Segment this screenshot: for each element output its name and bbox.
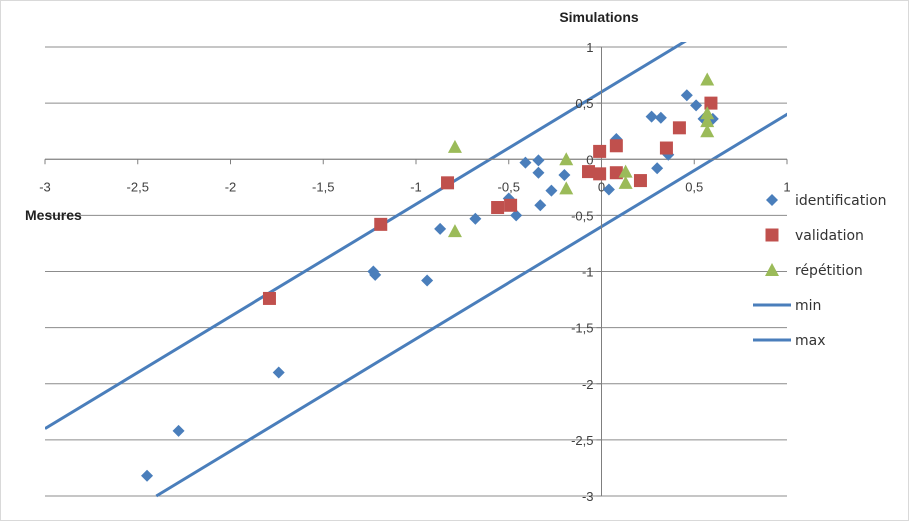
y-tick-label: -1,5 bbox=[571, 321, 593, 336]
x-tick-label: 1 bbox=[783, 179, 790, 194]
point-identification bbox=[469, 212, 482, 225]
point-identification bbox=[369, 268, 382, 281]
legend-label-validation: validation bbox=[795, 228, 864, 244]
point-identification bbox=[421, 274, 434, 287]
point-r-p-tition bbox=[700, 72, 715, 86]
x-tick-label: -2 bbox=[225, 179, 237, 194]
x-tick-label: -1,5 bbox=[312, 179, 334, 194]
axes bbox=[44, 46, 788, 497]
y-tick-label: 0 bbox=[586, 152, 593, 167]
x-tick-label: 0,5 bbox=[685, 179, 703, 194]
point-identification bbox=[602, 183, 615, 196]
point-identification bbox=[690, 99, 703, 112]
point-identification bbox=[645, 110, 658, 123]
point-identification bbox=[172, 424, 185, 437]
legend: identification validation répétition min max bbox=[753, 193, 887, 349]
point-r-p-tition bbox=[447, 139, 462, 153]
line-max bbox=[155, 112, 787, 498]
point-r-p-tition bbox=[559, 181, 574, 195]
point-validation bbox=[593, 144, 607, 158]
point-r-p-tition bbox=[447, 224, 462, 238]
data-points bbox=[141, 72, 719, 482]
point-r-p-tition bbox=[618, 164, 633, 178]
y-tick-label: -1 bbox=[582, 265, 594, 280]
point-identification bbox=[532, 154, 545, 167]
x-tick-label: -1 bbox=[410, 179, 422, 194]
point-r-p-tition bbox=[700, 114, 715, 128]
legend-marker-r-p-tition bbox=[765, 263, 779, 276]
point-identification bbox=[654, 111, 667, 124]
point-r-p-tition bbox=[559, 152, 574, 166]
point-identification bbox=[272, 366, 285, 379]
point-identification bbox=[545, 184, 558, 197]
point-validation bbox=[593, 167, 607, 181]
point-validation bbox=[659, 141, 673, 155]
point-identification bbox=[558, 168, 571, 181]
point-validation bbox=[609, 139, 623, 153]
point-validation bbox=[672, 121, 686, 135]
point-r-p-tition bbox=[700, 124, 715, 138]
legend-label-identification: identification bbox=[795, 193, 887, 209]
point-identification bbox=[534, 199, 547, 212]
x-tick-label: -0,5 bbox=[498, 179, 520, 194]
y-tick-label: -3 bbox=[582, 489, 594, 504]
x-tick-label: -2,5 bbox=[127, 179, 149, 194]
legend-marker-identification bbox=[766, 194, 778, 206]
point-r-p-tition bbox=[618, 175, 633, 189]
point-identification bbox=[510, 209, 523, 222]
legend-marker-validation bbox=[765, 228, 779, 242]
point-validation bbox=[491, 201, 505, 215]
point-identification bbox=[519, 156, 532, 169]
point-validation bbox=[704, 96, 718, 110]
point-identification bbox=[680, 89, 693, 102]
point-identification bbox=[651, 162, 664, 175]
legend-label-max: max bbox=[795, 333, 826, 349]
point-r-p-tition bbox=[700, 106, 715, 120]
legend-label-r-p-tition: répétition bbox=[795, 263, 863, 279]
series-lines bbox=[45, 42, 787, 498]
gridlines bbox=[45, 46, 787, 497]
point-identification bbox=[141, 469, 154, 482]
point-identification bbox=[434, 222, 447, 235]
point-validation bbox=[374, 217, 388, 231]
point-validation bbox=[633, 174, 647, 188]
point-validation bbox=[262, 291, 276, 305]
y-tick-label: 0,5 bbox=[575, 96, 593, 111]
x-tick-label: -3 bbox=[39, 179, 51, 194]
y-axis-title: Simulations bbox=[559, 9, 639, 25]
point-identification bbox=[532, 166, 545, 179]
point-validation bbox=[441, 176, 455, 190]
y-tick-label: -2 bbox=[582, 377, 594, 392]
y-tick-label: -0,5 bbox=[571, 208, 593, 223]
tick-labels: -3 -2,5 -2 -1,5 -1 -0,5 0 0,5 1 -3 -2,5 -2 -1,5 -1 -0,… bbox=[39, 40, 790, 504]
y-tick-label: 1 bbox=[586, 40, 593, 55]
x-axis-title: Mesures bbox=[25, 207, 82, 223]
point-validation bbox=[504, 198, 518, 212]
legend-label-min: min bbox=[795, 298, 821, 314]
point-validation bbox=[582, 165, 596, 179]
x-tick-label: 0 bbox=[598, 179, 605, 194]
y-tick-label: -2,5 bbox=[571, 433, 593, 448]
